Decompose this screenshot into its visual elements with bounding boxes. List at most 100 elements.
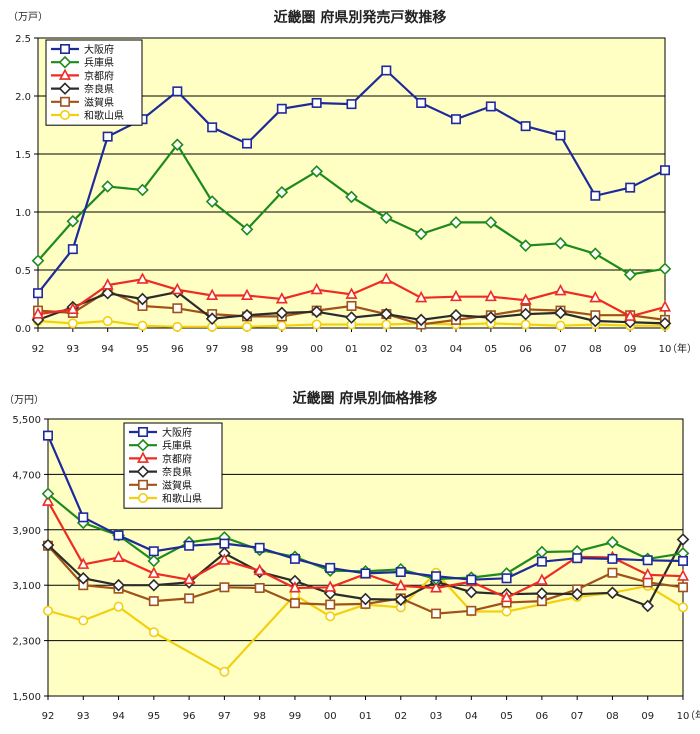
data-point <box>501 606 512 617</box>
data-point <box>360 568 371 579</box>
data-point <box>520 121 531 132</box>
x-tick-label: 06 <box>519 344 532 355</box>
data-point <box>416 97 427 108</box>
data-point <box>395 567 406 578</box>
x-tick-label: 07 <box>554 344 567 355</box>
x-tick-label: 04 <box>450 344 463 355</box>
x-tick-label: 03 <box>430 711 443 722</box>
data-point <box>275 292 288 304</box>
series-5 <box>32 316 670 332</box>
legend-label: 和歌山県 <box>84 109 124 122</box>
data-point <box>184 593 195 604</box>
x-tick-label: 92 <box>32 344 45 355</box>
series-3 <box>31 285 672 330</box>
legend-label: 京都府 <box>162 452 192 465</box>
x-tick-label: 96 <box>171 344 184 355</box>
legend-marker <box>59 96 70 107</box>
data-point <box>205 195 219 208</box>
legend-label: 奈良県 <box>84 83 114 96</box>
data-point <box>42 605 53 616</box>
legend-marker <box>59 110 70 121</box>
data-point <box>642 577 653 588</box>
data-point <box>254 582 265 593</box>
data-point <box>113 530 124 541</box>
y-tick-label: 0.0 <box>15 324 31 335</box>
data-point <box>112 550 125 562</box>
data-point <box>501 573 512 584</box>
legend-marker <box>138 426 149 437</box>
data-point <box>172 321 183 332</box>
legend-marker <box>58 55 72 69</box>
x-tick-label: 08 <box>589 344 602 355</box>
data-point <box>136 183 149 197</box>
x-tick-label: 09 <box>641 711 654 722</box>
legend-label: 奈良県 <box>162 466 192 479</box>
data-point <box>240 223 254 236</box>
data-point <box>147 566 160 578</box>
data-point <box>346 99 357 110</box>
data-point <box>148 546 159 557</box>
data-point <box>253 563 266 576</box>
data-point <box>606 586 619 600</box>
legend-label: 兵庫県 <box>162 439 192 452</box>
y-unit-label: （万戸） <box>8 11 48 23</box>
data-point <box>41 487 55 501</box>
data-point <box>625 182 636 193</box>
data-point <box>41 494 55 506</box>
y-tick-label: 2.5 <box>15 34 31 45</box>
y-tick-label: 1.0 <box>15 208 31 219</box>
data-point <box>345 287 358 299</box>
x-tick-label: 98 <box>253 711 266 722</box>
data-point <box>380 307 393 321</box>
x-tick-label: 07 <box>571 711 584 722</box>
data-point <box>380 211 393 225</box>
legend-label: 滋賀県 <box>84 96 114 109</box>
x-tick-label: 93 <box>77 711 90 722</box>
series-line <box>47 571 684 674</box>
x-tick-label: 10 <box>659 344 672 355</box>
x-tick-label: 02 <box>394 711 407 722</box>
data-point <box>78 615 89 626</box>
data-point <box>590 190 601 201</box>
data-point <box>242 138 253 149</box>
x-tick-label: 93 <box>66 344 79 355</box>
x-tick-label: 01 <box>359 711 372 722</box>
data-point <box>449 216 463 229</box>
legend-label: 兵庫県 <box>84 56 114 69</box>
x-unit-label: （年） <box>685 709 700 722</box>
data-point <box>171 282 184 295</box>
data-point <box>535 573 548 585</box>
data-point <box>677 555 688 566</box>
data-point <box>242 321 253 332</box>
x-tick-label: 05 <box>484 344 497 355</box>
data-point <box>148 627 159 638</box>
data-point <box>240 308 254 322</box>
data-point <box>554 283 567 296</box>
data-point <box>206 288 219 301</box>
data-point <box>431 608 442 619</box>
data-point <box>172 86 183 97</box>
data-point <box>289 553 300 564</box>
x-tick-label: 95 <box>147 711 160 722</box>
data-point <box>76 571 90 585</box>
data-point <box>101 286 114 300</box>
y-tick-label: 1.5 <box>15 150 31 161</box>
data-point <box>41 538 55 552</box>
x-unit-label: （年） <box>667 342 697 355</box>
data-point <box>288 581 301 593</box>
data-point <box>658 300 672 312</box>
data-point <box>466 574 477 585</box>
data-point <box>240 288 254 301</box>
legend-marker <box>136 465 150 478</box>
chart-sales-units-svg: 近畿圏 府県別発売戸数推移 （万戸） （年） 0.0 0.5 1.0 1.5 2.0 2.5 92… <box>8 9 697 355</box>
data-point <box>345 311 358 324</box>
x-tick-label: 95 <box>136 344 149 355</box>
data-point <box>484 289 497 302</box>
legend-marker <box>58 82 72 95</box>
x-tick-label: 99 <box>289 711 302 722</box>
data-point <box>101 180 114 193</box>
chart-prices-svg: 近畿圏 府県別価格推移 （万円） （年） 1,500 2,300 3,100 3,900 4,… <box>4 390 700 722</box>
data-point <box>519 307 532 321</box>
legend-marker <box>138 493 149 504</box>
